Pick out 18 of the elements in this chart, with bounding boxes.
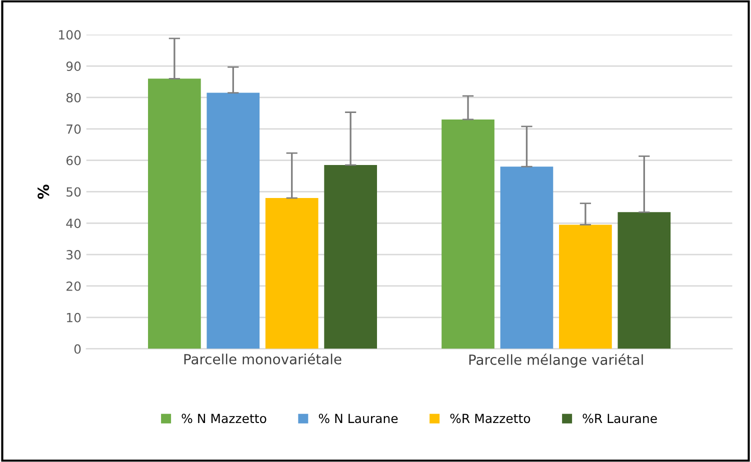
legend-label: % N Mazzetto: [182, 414, 266, 424]
y-tick-label: 70: [66, 124, 81, 134]
legend-label: % N Laurane: [318, 414, 398, 424]
y-tick-label: 90: [66, 62, 81, 71]
legend-label: %R Mazzetto: [450, 414, 530, 424]
y-tick-label: 60: [66, 156, 81, 166]
y-tick-label: 50: [66, 187, 81, 197]
y-axis-title: %: [38, 184, 50, 199]
y-tick-label: 80: [66, 92, 81, 102]
x-tick-label: Parcelle monovariétale: [184, 353, 342, 364]
y-tick-label: 100: [59, 30, 81, 40]
y-tick-label: 20: [66, 281, 81, 291]
x-tick-label: Parcelle mélange variétal: [469, 354, 643, 368]
y-tick-label: 0: [74, 344, 81, 354]
y-tick-label: 30: [66, 250, 81, 260]
legend-label: %R Laurane: [582, 414, 657, 424]
y-tick-label: 40: [66, 218, 81, 228]
y-tick-label: 10: [66, 312, 81, 322]
